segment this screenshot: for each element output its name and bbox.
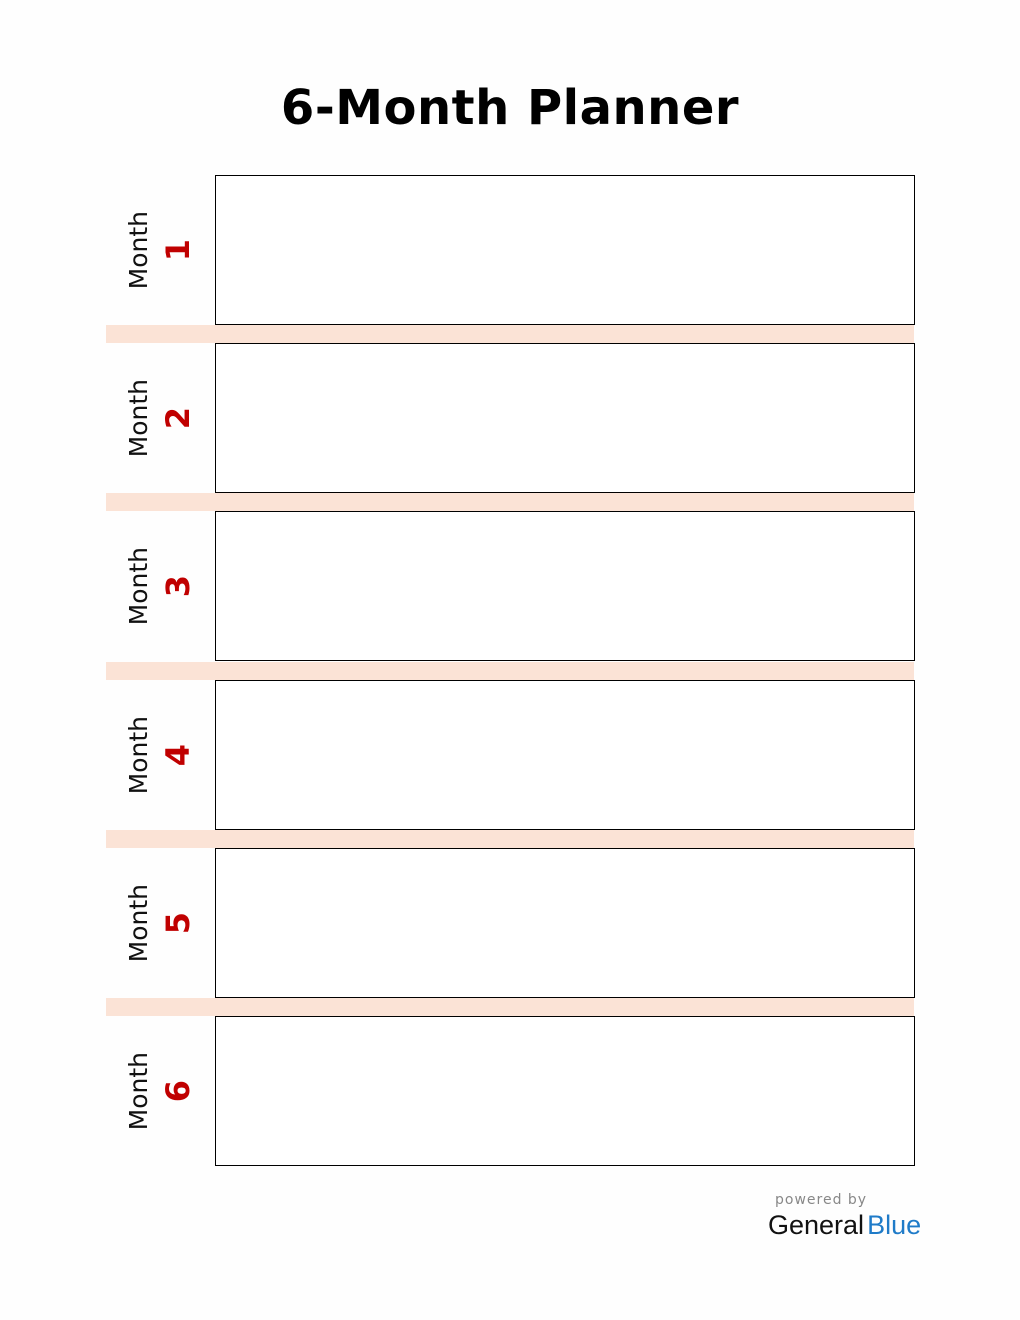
month-notes-box[interactable]	[215, 1016, 915, 1166]
month-label: Month 5	[106, 848, 215, 998]
month-label: Month 1	[106, 175, 215, 325]
month-word: Month	[124, 378, 153, 458]
month-word: Month	[124, 883, 153, 963]
month-notes-box[interactable]	[215, 848, 915, 998]
month-number: 3	[159, 574, 197, 598]
month-notes-box[interactable]	[215, 511, 915, 661]
separator-band	[106, 998, 914, 1016]
separator-band	[106, 662, 914, 680]
month-notes-box[interactable]	[215, 680, 915, 830]
month-word: Month	[124, 715, 153, 795]
page-title: 6-Month Planner	[280, 80, 740, 136]
powered-by-text: powered by	[775, 1192, 868, 1208]
month-word: Month	[124, 210, 153, 290]
month-label: Month 4	[106, 680, 215, 830]
month-number: 1	[159, 238, 197, 262]
brand-general: General	[768, 1210, 865, 1240]
brand-blue: Blue	[867, 1210, 922, 1240]
separator-band	[106, 325, 914, 343]
month-word: Month	[124, 1051, 153, 1131]
generalblue-logo: General Blue	[768, 1210, 921, 1241]
separator-band	[106, 493, 914, 511]
month-notes-box[interactable]	[215, 343, 915, 493]
month-number: 6	[159, 1079, 197, 1103]
month-number: 5	[159, 911, 197, 935]
month-label: Month 2	[106, 343, 215, 493]
month-notes-box[interactable]	[215, 175, 915, 325]
month-word: Month	[124, 546, 153, 626]
month-label: Month 3	[106, 511, 215, 661]
month-label: Month 6	[106, 1016, 215, 1166]
separator-band	[106, 830, 914, 848]
month-number: 4	[159, 743, 197, 767]
month-number: 2	[159, 406, 197, 430]
